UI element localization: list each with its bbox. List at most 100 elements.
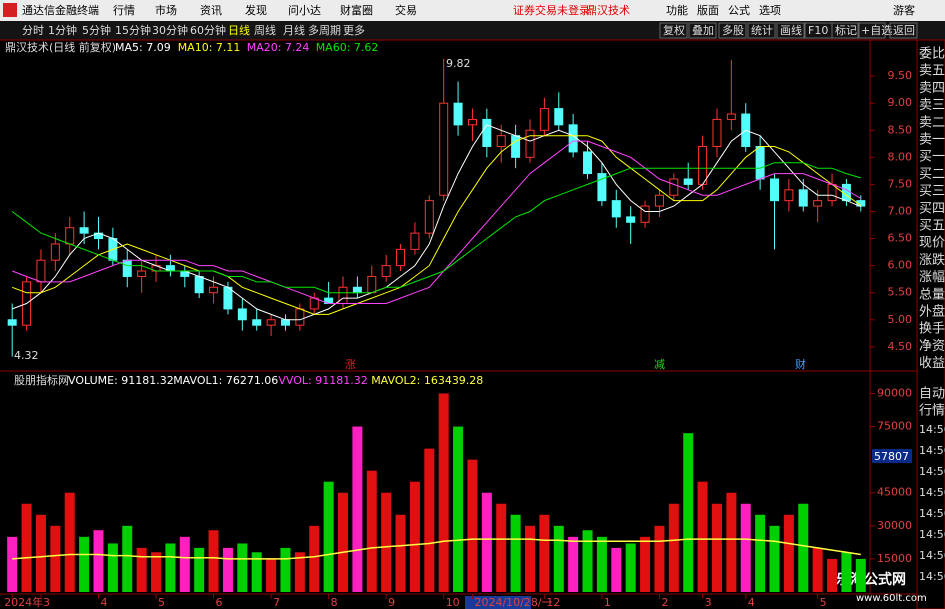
tool-label[interactable]: 叠加 [692,24,714,37]
candle-body [640,205,650,223]
tool-button[interactable] [659,22,688,39]
candle-body [726,113,736,120]
candle-body [50,243,60,261]
menu-item[interactable]: 发现 [245,3,267,17]
menu-item[interactable]: 市场 [155,3,177,17]
side-panel [916,39,945,609]
y-tick-label: 9.50 [888,69,913,82]
period-tab[interactable]: 15分钟 [115,23,151,37]
tool-button[interactable] [776,22,805,39]
candle-body [813,200,823,207]
tool-label[interactable]: 画线 [780,23,802,37]
quote-field: 买二 [919,167,945,182]
period-tab[interactable]: 月线 [283,23,305,37]
x-tick-label: 2024年 [4,595,43,609]
candle-body [137,270,147,277]
quote-field: 总量 [919,287,945,302]
period-tab[interactable]: 1分钟 [48,23,77,37]
legend-entry: MAVOL2: 163439.28 [371,374,483,387]
period-tab[interactable]: 多周期 [308,23,341,37]
x-tick-label: 1 [604,596,611,609]
volume-bar [409,481,420,592]
menu-item[interactable]: 资讯 [200,4,222,17]
volume-bar [50,525,61,592]
tool-label[interactable]: 多股 [722,23,744,37]
tool-label[interactable]: 返回 [893,24,915,37]
candle-body [237,308,247,321]
volume-bar [107,543,118,592]
period-tab[interactable]: 5分钟 [82,23,111,37]
menu-item[interactable]: 行情 [113,4,135,17]
status-text[interactable]: 鼎汉技术 [586,4,630,17]
tool-label[interactable]: +自选 [861,24,892,37]
tool-label[interactable]: 标记 [835,23,857,37]
y-tick-label: 9.00 [888,96,913,109]
tick-time: 14:56 [919,465,945,478]
quote-field: 买五 [919,219,945,234]
menu-item[interactable]: 问小达 [288,4,321,17]
event-marker[interactable]: 涨 [345,358,356,371]
x-tick-label: 4 [100,596,107,609]
volume-bar [539,514,550,592]
menu-item[interactable]: 功能 [666,3,688,17]
menu-item[interactable]: 财富圈 [340,3,373,17]
quote-field: 外盘 [919,304,945,320]
tool-button[interactable] [831,22,860,39]
volume-bar [323,481,334,592]
tool-button[interactable] [718,22,747,39]
period-tab[interactable]: 60分钟 [190,23,226,37]
candle-body [280,319,290,326]
quote-field: 卖四 [919,81,945,96]
tool-button[interactable] [688,22,717,39]
y-tick-label: 5.00 [888,313,913,326]
period-tab[interactable]: 周线 [254,23,276,37]
candle-body [424,200,434,234]
menu-item[interactable]: 交易 [395,3,417,17]
volume-bar [783,514,794,592]
tool-label[interactable]: 统计 [751,24,773,37]
quote-field: 卖一 [919,133,945,148]
period-tab[interactable]: 分时 [22,24,44,37]
candle-body [381,265,391,277]
tool-button[interactable] [889,22,918,39]
candle-body [79,227,89,234]
period-tab[interactable]: 更多 [343,23,365,37]
user[interactable]: 游客 [893,3,915,17]
menu-bar [0,0,945,21]
tool-label[interactable]: F10 [808,24,828,37]
panel-tab[interactable]: 自动 [919,387,945,402]
candle-body [223,286,233,310]
period-tab[interactable]: 30分钟 [152,23,188,37]
event-marker[interactable]: 减 [654,358,665,371]
volume-bar [510,514,521,592]
period-tab[interactable]: 日线 [228,23,250,37]
panel-tab[interactable]: 行情 [919,404,945,419]
event-marker[interactable]: 财 [795,357,806,371]
y-tick-label: 90000 [877,386,912,399]
candle-body [367,275,377,294]
x-tick-label: 4 [748,596,755,609]
quote-field: 收益 [919,356,945,371]
tool-label[interactable]: 复权 [663,23,685,37]
tool-button[interactable] [747,22,776,39]
status-text[interactable]: 证券交易未登录 [513,3,590,17]
menu-item[interactable]: 选项 [759,4,781,17]
volume-bar [366,470,377,592]
volume-bar [309,525,320,592]
volume-bar [827,558,838,592]
ma-line [11,162,861,294]
candle-body [669,178,679,196]
x-tick-label: 8 [331,596,338,609]
x-tick-label: 5 [820,596,827,609]
y-tick-label: 8.00 [888,150,913,163]
ma-line [12,135,862,315]
y-tick-label: 8.50 [888,123,913,136]
tool-button[interactable] [857,22,886,39]
menu-item[interactable]: 公式 [728,4,750,17]
menu-item[interactable]: 版面 [697,3,719,17]
volume-bar [841,552,852,592]
candle-body [539,108,549,131]
tick-time: 14:56 [919,549,945,562]
legend-entry: VVOL: 91181.32 [278,374,367,387]
